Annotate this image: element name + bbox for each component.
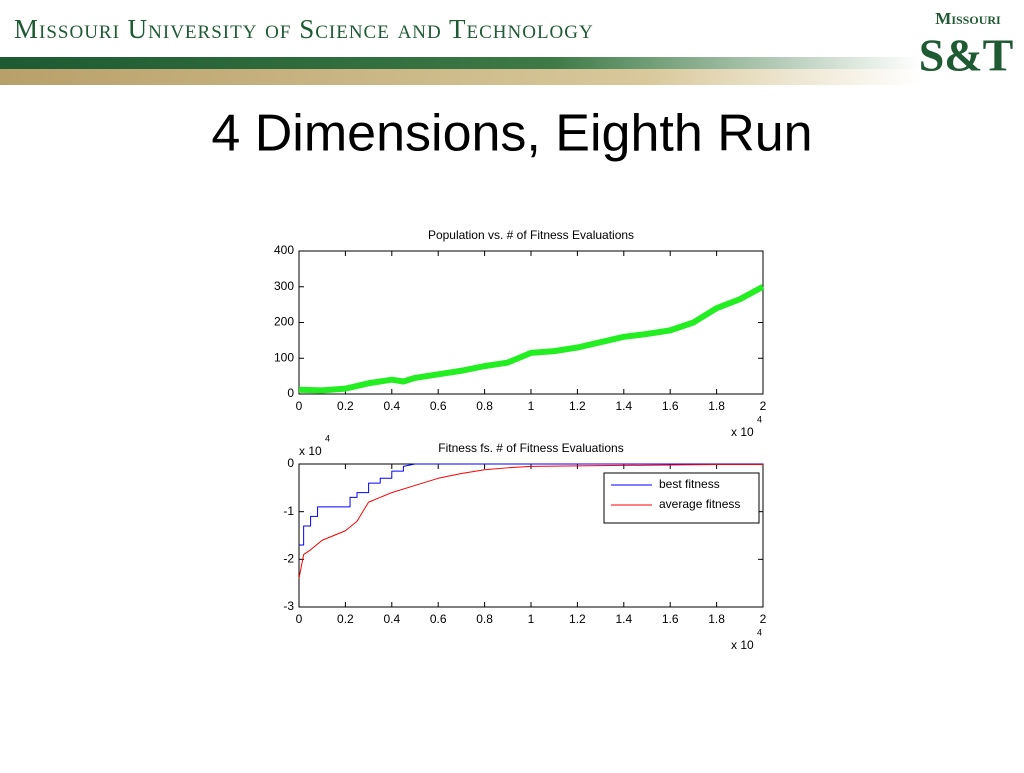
slide-title: 4 Dimensions, Eighth Run (211, 105, 812, 163)
x-tick-label: 2 (760, 612, 767, 626)
x-tick-label: 1.8 (708, 612, 725, 626)
legend-box (603, 472, 760, 524)
legend-label: best fitness (659, 477, 720, 491)
series-line (298, 463, 763, 579)
y-tick-label: 400 (274, 243, 294, 257)
series-line (299, 463, 763, 546)
x-tick-label: 0.4 (383, 399, 400, 413)
x-tick-label: 1.4 (615, 399, 632, 413)
y-tick-label: 300 (274, 279, 294, 293)
y-tick-label: 200 (274, 315, 294, 329)
x-tick-label: 1.8 (708, 399, 725, 413)
logo-top: Missouri (935, 9, 1001, 28)
x-tick-label: 1.6 (662, 399, 679, 413)
legend-label: average fitness (659, 497, 740, 511)
x-tick-label: 0.6 (430, 399, 447, 413)
x-tick-label: 0.6 (430, 612, 447, 626)
x-tick-label: 0.2 (337, 612, 354, 626)
x-tick-label: 1.2 (569, 399, 586, 413)
series-line (298, 284, 765, 394)
x-tick-label: 1.4 (615, 612, 632, 626)
logo-bottom: S&T (919, 30, 1014, 81)
charts: Population vs. # of Fitness Evaluations 0… (274, 228, 767, 652)
y-tick-label: -3 (283, 599, 294, 613)
x-multiplier: x 10 (731, 638, 754, 652)
y-exponent: 4 (325, 433, 330, 443)
x-tick-label: 0 (296, 399, 303, 413)
y-tick-label: 0 (287, 456, 294, 470)
y-tick-label: -2 (283, 552, 294, 566)
x-tick-label: 0.8 (476, 399, 493, 413)
header-band (0, 57, 920, 69)
chart-title: Fitness fs. # of Fitness Evaluations (438, 441, 623, 455)
y-tick-label: 100 (274, 350, 294, 364)
x-exponent: 4 (757, 627, 762, 637)
x-tick-label: 1 (528, 612, 535, 626)
x-exponent: 4 (757, 414, 762, 424)
chart-title: Population vs. # of Fitness Evaluations (428, 228, 634, 242)
x-tick-label: 0.4 (383, 612, 400, 626)
y-tick-label: 0 (287, 386, 294, 400)
x-tick-label: 2 (760, 399, 767, 413)
y-tick-label: -1 (283, 504, 294, 518)
x-tick-label: 0.2 (337, 399, 354, 413)
y-multiplier: x 10 (299, 444, 322, 458)
x-multiplier: x 10 (731, 425, 754, 439)
x-tick-label: 0.8 (476, 612, 493, 626)
x-tick-label: 0 (296, 612, 303, 626)
header-band (0, 69, 920, 85)
x-tick-label: 1.2 (569, 612, 586, 626)
university-name: Missouri University of Science and Techn… (14, 14, 594, 44)
x-tick-label: 1.6 (662, 612, 679, 626)
x-tick-label: 1 (528, 399, 535, 413)
